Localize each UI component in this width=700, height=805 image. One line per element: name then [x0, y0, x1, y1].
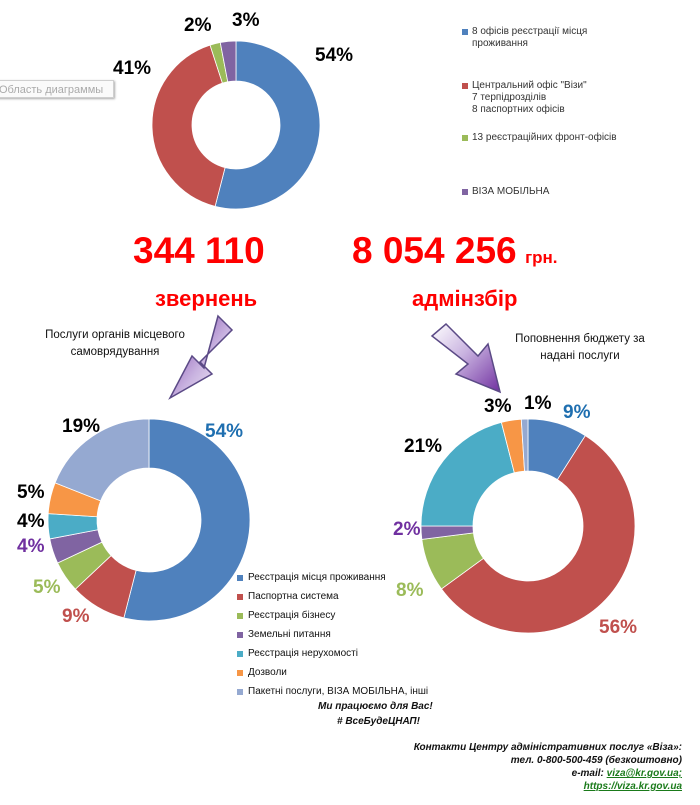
legend-item-services-permits: Дозволи: [237, 667, 457, 679]
email-label: e-mail:: [571, 768, 604, 779]
email-link[interactable]: viza@kr.gov.ua;: [606, 768, 682, 779]
legend-swatch: [237, 651, 243, 657]
website-link[interactable]: https://viza.kr.gov.ua: [583, 781, 682, 792]
arrow-down-left-icon: [168, 314, 234, 400]
legend-item-services-packages: Пакетні послуги, ВІЗА МОБІЛЬНА, інші: [237, 686, 457, 698]
legend-line: Центральний офіс "Візи": [472, 80, 587, 91]
data-label-services-5a: 5%: [33, 577, 61, 598]
data-label-budget-2: 2%: [393, 519, 421, 540]
legend-label: Реєстрація нерухомості: [248, 648, 358, 659]
legend-item-services-business: Реєстрація бізнесу: [237, 610, 457, 622]
data-label-budget-9: 9%: [563, 402, 591, 423]
note-line: Поповнення бюджету за: [515, 333, 645, 345]
data-label-services-54: 54%: [205, 421, 244, 442]
data-label-services-9: 9%: [62, 606, 90, 627]
slice-budget-land: [420, 525, 474, 540]
legend-item-services-passport: Паспортна система: [237, 591, 457, 603]
note-line: самоврядування: [70, 346, 160, 358]
contacts-phone: тел. 0-800-500-459 (безкоштовно): [510, 755, 682, 766]
legend-label: Паспортна система: [248, 591, 339, 602]
slice-property: [47, 513, 99, 540]
slice-offices-mobile: [219, 40, 237, 83]
legend-swatch: [237, 613, 243, 619]
data-label-services-5b: 5%: [17, 482, 45, 503]
legend-swatch: [462, 189, 468, 195]
slice-offices-registration: [214, 40, 321, 210]
legend-label: Дозволи: [248, 667, 287, 678]
legend-swatch: [237, 632, 243, 638]
legend-swatch: [462, 29, 468, 35]
requests-label: звернень: [155, 286, 258, 311]
requests-total: 344 110: [133, 230, 265, 271]
data-label-offices-2: 2%: [184, 15, 212, 36]
arrow-down-right-icon: [430, 322, 502, 394]
data-label-budget-3: 3%: [484, 396, 512, 417]
fee-value: 8 054 256: [352, 230, 517, 271]
legend-line: 8 паспортних офісів: [472, 104, 565, 115]
legend-swatch: [237, 670, 243, 676]
slogan-we-work: Ми працюємо для Вас!: [318, 701, 433, 712]
slice-offices-front: [209, 42, 229, 84]
legend-offices: 8 офісів реєстрації місця проживання Цен…: [462, 26, 692, 206]
fee-label: адмінзбір: [412, 286, 518, 311]
legend-item-services-land: Земельні питання: [237, 629, 457, 641]
slice-budget-residence: [527, 418, 586, 481]
legend-item-services-residence: Реєстрація місця проживання: [237, 572, 457, 584]
contacts-block: Контакти Центру адміністративних послуг …: [414, 741, 682, 793]
slice-residence: [123, 418, 251, 622]
legend-swatch: [462, 135, 468, 141]
slogan-hashtag: # ВсеБудеЦНАП!: [337, 716, 420, 727]
legend-line: 7 терпідрозділів: [472, 92, 547, 103]
legend-item-services-property: Реєстрація нерухомості: [237, 648, 457, 660]
data-label-offices-41: 41%: [113, 58, 152, 79]
contacts-email: e-mail: viza@kr.gov.ua;: [414, 767, 682, 780]
legend-label: Реєстрація місця проживання: [248, 572, 386, 583]
data-label-services-19: 19%: [62, 416, 101, 437]
data-label-offices-54: 54%: [315, 45, 354, 66]
slice-permits: [47, 482, 102, 518]
legend-line: 13 реєстраційних фронт-офісів: [472, 132, 617, 143]
legend-swatch: [462, 83, 468, 89]
legend-swatch: [237, 689, 243, 695]
note-local-services: Послуги органів місцевого самоврядування: [35, 327, 195, 361]
slice-offices-central: [151, 44, 226, 207]
legend-line: ВІЗА МОБІЛЬНА: [472, 186, 550, 197]
legend-label: Пакетні послуги, ВІЗА МОБІЛЬНА, інші: [248, 686, 429, 697]
legend-label: Реєстрація бізнесу: [248, 610, 336, 621]
data-label-offices-3: 3%: [232, 10, 260, 31]
data-label-services-4b: 4%: [17, 511, 45, 532]
note-budget: Поповнення бюджету за надані послуги: [500, 331, 660, 365]
data-label-services-4a: 4%: [17, 536, 45, 557]
note-line: Послуги органів місцевого: [45, 329, 185, 341]
legend-line: 8 офісів реєстрації місця: [472, 26, 588, 37]
legend-label: Земельні питання: [248, 629, 331, 640]
legend-swatch: [237, 594, 243, 600]
contacts-title: Контакти Центру адміністративних послуг …: [413, 742, 682, 753]
chart-area-tooltip: Область диаграммы: [0, 80, 114, 98]
data-label-budget-8: 8%: [396, 580, 424, 601]
legend-line: проживання: [472, 38, 528, 49]
fee-unit: грн.: [525, 248, 558, 267]
slice-budget-permits: [500, 418, 525, 474]
fee-total: 8 054 256 грн.: [352, 230, 558, 272]
legend-swatch: [237, 575, 243, 581]
data-label-budget-56: 56%: [599, 617, 638, 638]
data-label-budget-1: 1%: [524, 393, 552, 414]
note-line: надані послуги: [540, 350, 620, 362]
data-label-budget-21: 21%: [404, 436, 443, 457]
slice-budget-packages: [520, 418, 529, 472]
slice-budget-passport: [440, 435, 636, 634]
slice-business: [57, 541, 112, 590]
slice-land: [49, 529, 103, 564]
